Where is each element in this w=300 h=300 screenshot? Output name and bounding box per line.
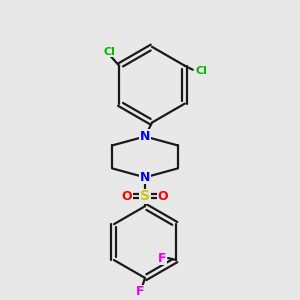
Text: N: N xyxy=(140,171,150,184)
Text: F: F xyxy=(136,285,144,298)
Text: Cl: Cl xyxy=(103,47,115,57)
Text: N: N xyxy=(140,130,150,143)
Text: F: F xyxy=(158,251,167,265)
Text: S: S xyxy=(140,189,150,203)
Text: O: O xyxy=(158,190,168,203)
Text: O: O xyxy=(122,190,132,203)
Text: Cl: Cl xyxy=(196,66,208,76)
